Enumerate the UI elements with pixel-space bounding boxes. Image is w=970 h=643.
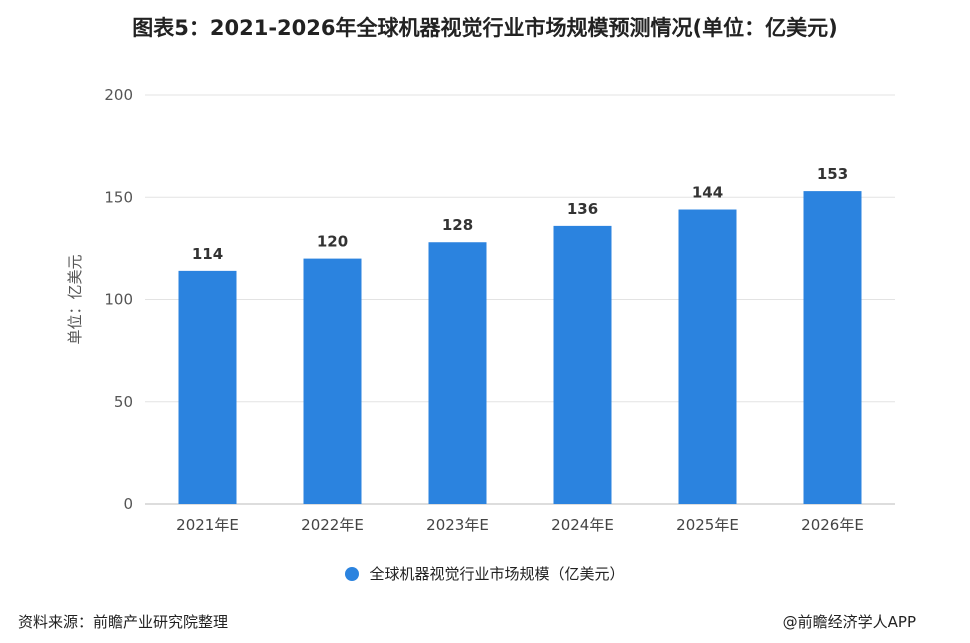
y-tick-label: 0: [123, 495, 133, 513]
credit-note: @前瞻经济学人APP: [782, 613, 916, 631]
y-tick-label: 50: [114, 393, 133, 411]
legend: 全球机器视觉行业市场规模（亿美元）: [0, 563, 970, 584]
x-tick-label: 2025年E: [676, 516, 739, 534]
data-label: 136: [567, 200, 598, 218]
legend-label: 全球机器视觉行业市场规模（亿美元）: [369, 565, 625, 583]
data-label: 128: [442, 216, 473, 234]
data-label: 120: [317, 233, 348, 251]
gridlines: [145, 94, 895, 505]
data-labels: 114 120 128 136 144 153: [192, 165, 848, 263]
x-tick-label: 2021年E: [176, 516, 239, 534]
y-tick-label: 200: [104, 86, 133, 104]
x-tick-label: 2022年E: [301, 516, 364, 534]
y-axis-ticks: 0 50 100 150 200: [104, 86, 133, 513]
bar: [178, 270, 237, 504]
data-label: 144: [692, 184, 723, 202]
source-note: 资料来源：前瞻产业研究院整理: [18, 613, 229, 631]
x-tick-label: 2023年E: [426, 516, 489, 534]
bar: [303, 258, 362, 504]
bar: [553, 225, 612, 504]
chart-title: 图表5：2021-2026年全球机器视觉行业市场规模预测情况(单位：亿美元): [132, 16, 838, 40]
bars: [178, 191, 862, 505]
x-tick-label: 2024年E: [551, 516, 614, 534]
y-axis-label: 单位：亿美元: [66, 254, 84, 344]
x-tick-label: 2026年E: [801, 516, 864, 534]
bar: [803, 191, 862, 505]
y-tick-label: 150: [104, 188, 133, 206]
y-tick-label: 100: [104, 291, 133, 309]
x-axis-ticks: 2021年E 2022年E 2023年E 2024年E 2025年E 2026年E: [176, 516, 864, 534]
data-label: 114: [192, 245, 223, 263]
data-label: 153: [817, 165, 848, 183]
legend-swatch: [345, 567, 360, 581]
bar: [678, 209, 737, 504]
bar: [428, 242, 487, 505]
